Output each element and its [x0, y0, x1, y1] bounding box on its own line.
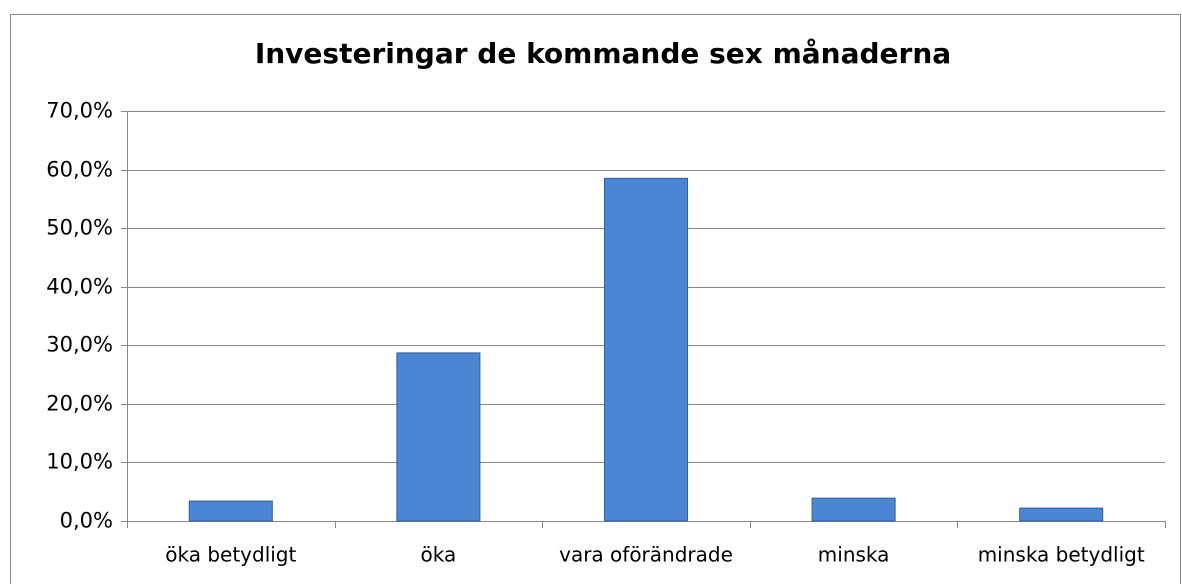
x-tick-label: vara oförändrade: [559, 543, 733, 567]
y-tick-label: 50,0%: [46, 216, 113, 240]
x-tick-label: öka: [421, 543, 457, 567]
x-tick-label: minska betydligt: [978, 543, 1145, 567]
y-tick-label: 70,0%: [46, 99, 113, 123]
x-tick-label: minska: [818, 543, 890, 567]
bar: [603, 177, 689, 522]
chart-title: Investeringar de kommande sex månaderna: [255, 37, 951, 70]
y-tick-label: 30,0%: [46, 333, 113, 357]
bar: [188, 500, 273, 522]
y-tick-label: 10,0%: [46, 450, 113, 474]
chart-border: [10, 14, 1181, 584]
bar: [396, 352, 481, 522]
y-tick-label: 60,0%: [46, 158, 113, 182]
x-tick-label: öka betydligt: [165, 543, 296, 567]
y-tick-label: 0,0%: [60, 509, 113, 533]
bar: [811, 497, 896, 522]
bar: [1019, 507, 1104, 522]
y-tick-label: 40,0%: [46, 275, 113, 299]
y-tick-label: 20,0%: [46, 392, 113, 416]
